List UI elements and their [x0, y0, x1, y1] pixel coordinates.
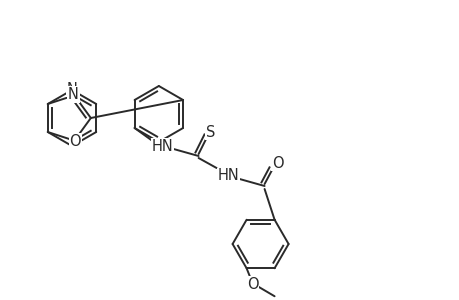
Text: S: S	[206, 124, 215, 140]
Text: O: O	[271, 155, 283, 170]
Text: O: O	[69, 134, 81, 149]
Text: HN: HN	[151, 139, 173, 154]
Text: HN: HN	[217, 169, 239, 184]
Text: O: O	[246, 277, 258, 292]
Text: N: N	[68, 87, 78, 102]
Text: N: N	[67, 82, 77, 97]
